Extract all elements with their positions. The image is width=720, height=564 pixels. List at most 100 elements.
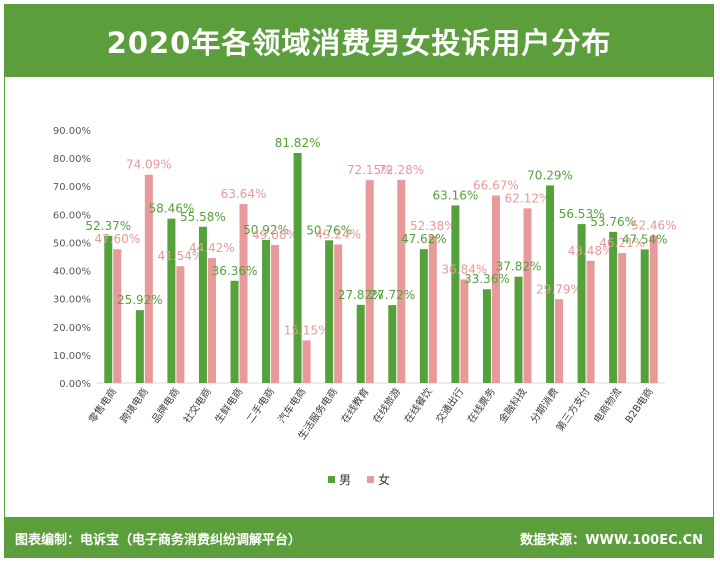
x-tick-label: 品牌电商 (149, 385, 183, 425)
data-label-male: 56.53% (559, 207, 605, 221)
legend-label-male: 男 (338, 473, 351, 487)
bar-male (167, 218, 176, 383)
source-value: WWW.100EC.CN (585, 533, 703, 548)
data-label-female: 52.46% (631, 219, 677, 233)
bar-chart: 0.00% 10.00% 20.00% 30.00% 40.00% 50.00% 60.00… (53, 126, 677, 442)
data-label-male: 70.29% (527, 168, 573, 182)
x-tick-label: 在线教育 (338, 385, 372, 425)
bar-male (482, 289, 491, 383)
bar-female (523, 208, 532, 383)
x-tick-label: 在线票务 (464, 385, 498, 425)
bar-male (135, 310, 144, 383)
data-label-female: 72.15% (347, 163, 393, 177)
data-label-female: 62.12% (505, 191, 551, 205)
bar-female (460, 279, 469, 383)
x-tick-label: 分期消费 (527, 385, 561, 425)
x-tick-label: 社交电商 (180, 385, 214, 425)
data-label-female: 49.24% (315, 228, 361, 242)
x-tick-label: 二手电商 (243, 385, 277, 425)
data-label-male: 27.82% (338, 288, 384, 302)
data-label-male: 33.36% (464, 272, 510, 286)
bar-male (325, 240, 334, 383)
data-label-male: 63.16% (433, 188, 479, 202)
x-tick-label: 生鲜电商 (212, 385, 246, 425)
x-tick-label: 电商物流 (591, 385, 625, 425)
bar-male (388, 305, 397, 383)
source-label: 数据来源： (520, 533, 586, 548)
bar-male (609, 231, 618, 383)
credit-value: 电诉宝（电子商务消费纠纷调解平台） (80, 533, 302, 548)
bar-male (293, 152, 302, 383)
data-label-male: 36.36% (212, 264, 258, 278)
data-label-female: 36.84% (442, 262, 488, 276)
y-tick-label: 40.00% (53, 267, 91, 278)
credit-label: 图表编制： (15, 533, 81, 548)
bar-male (419, 249, 428, 383)
legend-item-male: 男 (327, 471, 351, 488)
data-label-female: 43.48% (568, 244, 614, 258)
bar-female (428, 235, 437, 383)
bar-male (577, 224, 586, 383)
bar-female (555, 299, 564, 383)
data-label-female: 74.09% (126, 158, 172, 172)
data-label-male: 50.76% (306, 223, 352, 237)
legend-label-female: 女 (378, 473, 391, 487)
bar-female (302, 340, 311, 383)
data-label-female: 47.60% (94, 232, 140, 246)
legend: 男 女 (5, 471, 713, 488)
bar-female (586, 260, 595, 383)
title-banner: 2020年各领域消费男女投诉用户分布 (5, 5, 713, 77)
y-tick-label: 50.00% (53, 238, 91, 249)
bar-female (618, 253, 627, 383)
y-tick-label: 20.00% (53, 323, 91, 334)
y-tick-label: 30.00% (53, 295, 91, 306)
bar-male (514, 276, 523, 383)
bar-female (239, 204, 248, 383)
data-label-male: 37.82% (496, 260, 542, 274)
data-label-female: 49.08% (252, 228, 298, 242)
y-tick-label: 0.00% (59, 379, 91, 390)
chart-frame: 2020年各领域消费男女投诉用户分布 0.00% 10.00% 20.00% 30.0… (4, 4, 714, 558)
footer-source: 数据来源：WWW.100EC.CN (520, 529, 703, 548)
data-label-male: 47.62% (401, 232, 447, 246)
bar-female (144, 174, 153, 383)
chart-title: 2020年各领域消费男女投诉用户分布 (106, 26, 612, 60)
bar-female (207, 258, 216, 383)
bar-female (176, 266, 185, 383)
data-label-male: 25.92% (117, 293, 163, 307)
y-tick-label: 60.00% (53, 210, 91, 221)
bar-female (113, 249, 122, 383)
y-tick-label: 90.00% (53, 126, 91, 137)
bar-male (451, 205, 460, 383)
legend-swatch-male (327, 476, 335, 483)
bar-male (262, 239, 271, 383)
bar-male (356, 304, 365, 383)
x-tick-label: B2B电商 (622, 385, 656, 425)
y-tick-label: 10.00% (53, 351, 91, 362)
x-tick-label: 在线餐饮 (401, 385, 435, 425)
data-label-male: 81.82% (275, 136, 321, 150)
data-label-male: 52.37% (85, 219, 131, 233)
data-label-female: 52.38% (410, 219, 456, 233)
bar-female (365, 180, 374, 383)
bar-male (546, 185, 555, 383)
x-tick-label: 跨境电商 (117, 385, 151, 425)
data-label-female: 29.79% (536, 282, 582, 296)
data-label-female: 41.54% (158, 249, 204, 263)
bar-female (649, 235, 658, 383)
x-tick-label: 在线旅游 (370, 385, 404, 425)
y-tick-label: 80.00% (53, 154, 91, 165)
data-label-male: 27.72% (369, 288, 415, 302)
legend-item-female: 女 (367, 471, 390, 488)
footer-credit: 图表编制：电诉宝（电子商务消费纠纷调解平台） (15, 529, 301, 548)
x-tick-label: 交通出行 (433, 385, 467, 425)
data-label-male: 53.76% (590, 215, 636, 229)
x-tick-label: 汽车电商 (275, 385, 309, 425)
x-tick-label: 金融科技 (496, 385, 530, 425)
data-label-male: 55.58% (180, 210, 226, 224)
data-label-female: 46.21% (599, 236, 645, 250)
data-label-female: 63.64% (221, 187, 267, 201)
bar-male (640, 249, 649, 383)
footer-banner: 图表编制：电诉宝（电子商务消费纠纷调解平台） 数据来源：WWW.100EC.CN (5, 517, 713, 557)
x-tick-label: 零售电商 (86, 385, 120, 425)
